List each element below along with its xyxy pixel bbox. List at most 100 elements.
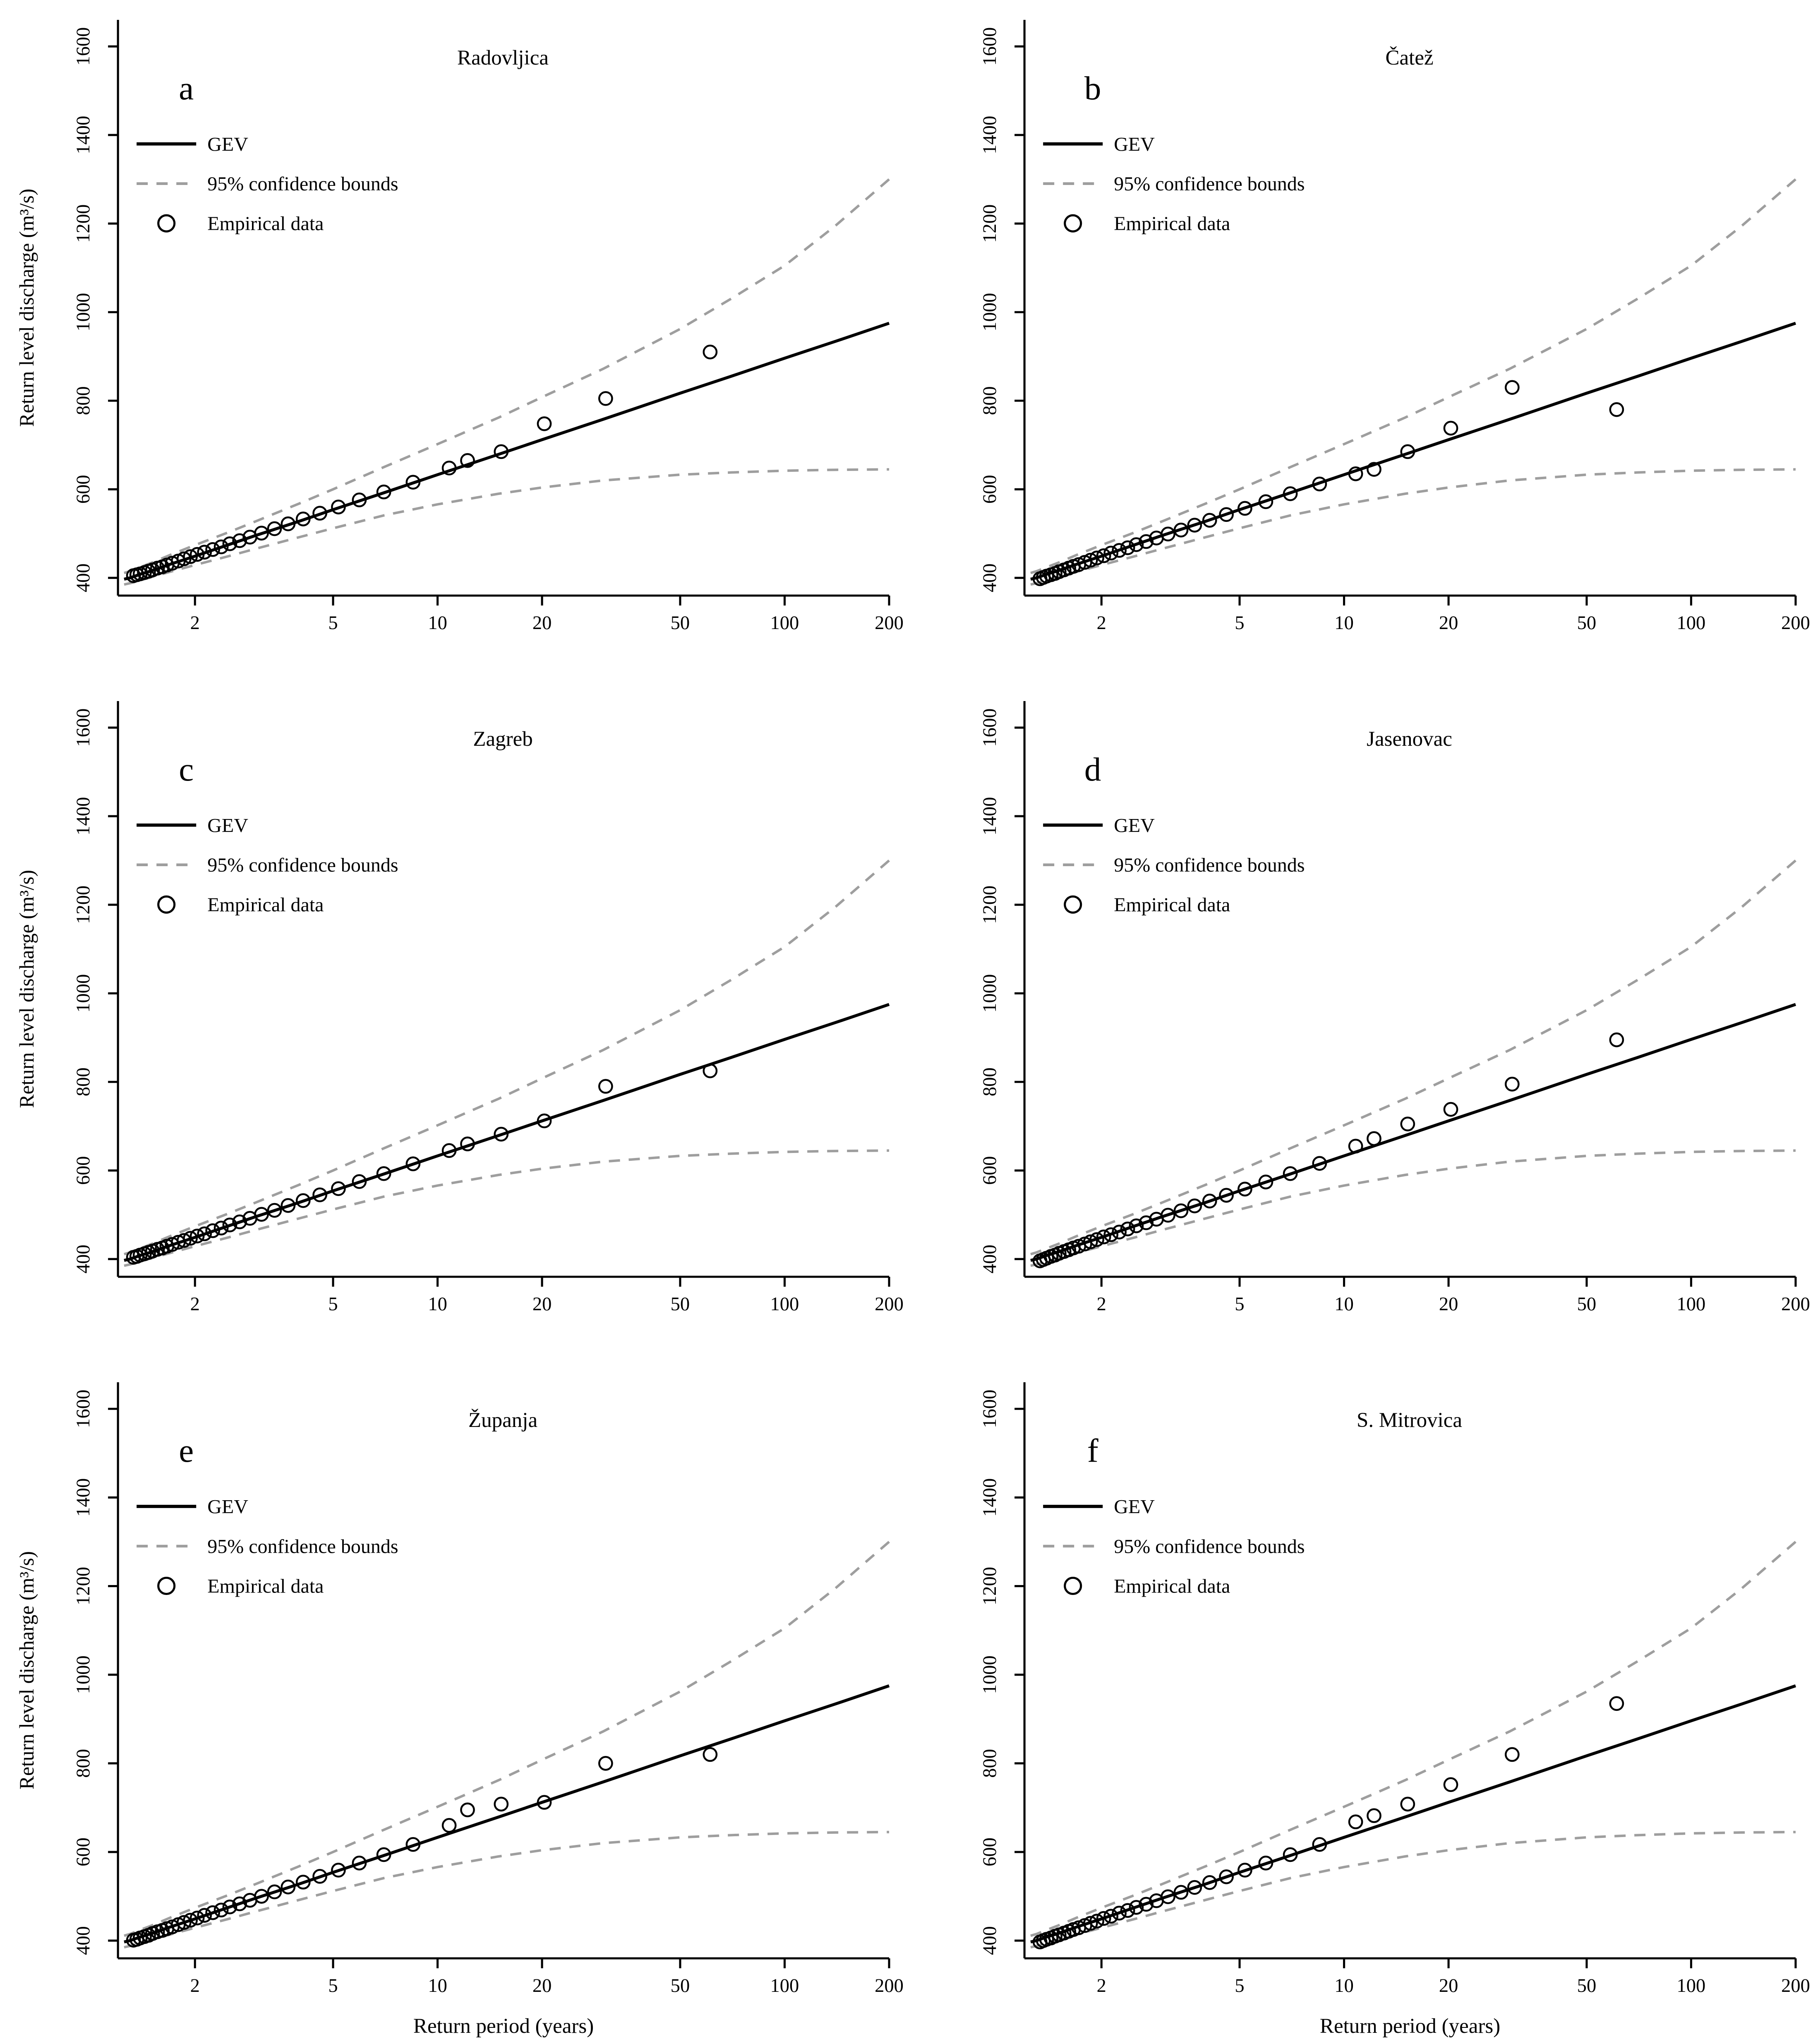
x-tick-label: 20 <box>1439 612 1458 634</box>
y-tick-label: 1000 <box>73 974 94 1013</box>
x-tick-label: 10 <box>428 612 447 634</box>
empirical-point <box>1400 444 1415 459</box>
panel-letter: e <box>179 1432 194 1469</box>
empirical-point <box>1367 1131 1381 1146</box>
empirical-point <box>1443 1777 1458 1792</box>
legend-gev-label: GEV <box>207 133 248 155</box>
empirical-point <box>405 1837 421 1852</box>
empirical-point <box>376 1166 391 1181</box>
empirical-point <box>267 521 282 536</box>
x-axis-title: Return period (years) <box>1320 2015 1500 2038</box>
empirical-point <box>405 1156 421 1172</box>
gev-line <box>124 322 890 581</box>
empirical-point <box>1096 1229 1111 1244</box>
chart-panel-a: 2 5 10 20 50 100 200 400 600 800 1000 1200 1400 1600 R… <box>0 0 906 681</box>
empirical-point <box>1083 1234 1098 1249</box>
empirical-point <box>197 545 212 560</box>
empirical-point <box>1089 550 1104 566</box>
empirical-point <box>1400 1117 1415 1131</box>
y-axis-title: Return level discharge (m³/s) <box>15 189 38 427</box>
empirical-point <box>1096 548 1111 563</box>
empirical-point <box>205 1223 220 1238</box>
legend-gev-label: GEV <box>1114 133 1155 155</box>
legend-gev-label: GEV <box>207 814 248 836</box>
y-tick-label: 800 <box>979 1749 1000 1778</box>
panel-title: Zagreb <box>473 728 532 751</box>
empirical-point <box>703 344 718 360</box>
x-tick-label: 2 <box>1097 1294 1106 1315</box>
upper-confidence-bound <box>124 178 890 574</box>
empirical-point <box>1173 1885 1189 1900</box>
empirical-point <box>254 1207 269 1222</box>
empirical-point <box>312 506 327 521</box>
legend-ci-label: 95% confidence bounds <box>207 854 398 876</box>
empirical-point <box>1089 1232 1104 1247</box>
empirical-point <box>460 1802 475 1818</box>
empirical-point <box>1103 1909 1119 1924</box>
x-tick-label: 5 <box>1235 612 1244 634</box>
empirical-point <box>703 1063 718 1078</box>
empirical-point <box>1348 1138 1363 1154</box>
panel-letter: b <box>1084 70 1101 107</box>
upper-confidence-bound <box>124 1541 890 1937</box>
empirical-point <box>331 500 346 514</box>
empirical-point <box>598 391 613 406</box>
empirical-point <box>1103 1227 1119 1242</box>
panel-letter: f <box>1087 1432 1098 1469</box>
empirical-point <box>703 1747 718 1762</box>
y-tick-label: 400 <box>73 1244 94 1273</box>
legend-ci-label: 95% confidence bounds <box>207 173 398 195</box>
empirical-point <box>494 1126 509 1142</box>
y-tick-label: 1000 <box>979 974 1000 1013</box>
empirical-point <box>1312 476 1327 492</box>
empirical-point <box>376 1847 391 1862</box>
empirical-point <box>460 1136 475 1151</box>
empirical-point <box>176 1233 192 1248</box>
y-tick-label: 1000 <box>979 1655 1000 1694</box>
empirical-point <box>295 1874 311 1890</box>
upper-confidence-bound <box>1030 178 1796 574</box>
empirical-point <box>376 484 391 500</box>
legend-empirical-label: Empirical data <box>207 1576 324 1597</box>
y-tick-label: 600 <box>73 1837 94 1866</box>
upper-confidence-bound <box>1030 859 1796 1256</box>
x-tick-label: 200 <box>875 612 904 634</box>
y-tick-label: 1600 <box>979 27 1000 66</box>
x-tick-label: 50 <box>671 1975 690 1996</box>
y-tick-label: 400 <box>979 563 1000 592</box>
empirical-point <box>1258 494 1273 509</box>
empirical-point <box>405 475 421 490</box>
empirical-point <box>1283 486 1298 501</box>
legend-empirical-label: Empirical data <box>207 213 324 235</box>
empirical-point <box>1348 466 1363 481</box>
empirical-point <box>1348 1814 1363 1830</box>
x-axis-title: Return period (years) <box>413 2015 594 2038</box>
panel-title: Radovljica <box>457 46 549 70</box>
return-level-plot: 2 5 10 20 50 100 200 400 600 800 1000 1200 1400 1600 R… <box>979 1382 1810 2038</box>
empirical-point <box>1089 1914 1104 1929</box>
empirical-point <box>1129 1900 1144 1915</box>
x-tick-label: 200 <box>1781 612 1810 634</box>
x-tick-label: 100 <box>1677 1975 1706 1996</box>
y-tick-label: 1200 <box>979 204 1000 243</box>
empirical-point <box>1173 522 1189 538</box>
legend-ci-label: 95% confidence bounds <box>1114 854 1305 876</box>
x-tick-label: 5 <box>328 1975 338 1996</box>
empirical-point <box>232 1896 247 1912</box>
empirical-point <box>1219 1869 1234 1884</box>
empirical-point <box>1120 1903 1135 1918</box>
empirical-point <box>1112 543 1127 558</box>
y-tick-label: 1400 <box>73 1478 94 1517</box>
x-tick-label: 5 <box>328 612 338 634</box>
x-tick-label: 200 <box>875 1975 904 1996</box>
empirical-point <box>352 492 367 507</box>
empirical-point <box>1609 1696 1624 1711</box>
legend-empirical-sample <box>157 1576 176 1595</box>
x-tick-label: 10 <box>1334 1294 1354 1315</box>
empirical-point <box>197 1226 212 1242</box>
empirical-point <box>1609 1032 1624 1047</box>
empirical-point <box>1443 1102 1458 1117</box>
empirical-point <box>1112 1905 1127 1921</box>
empirical-point <box>197 1908 212 1923</box>
